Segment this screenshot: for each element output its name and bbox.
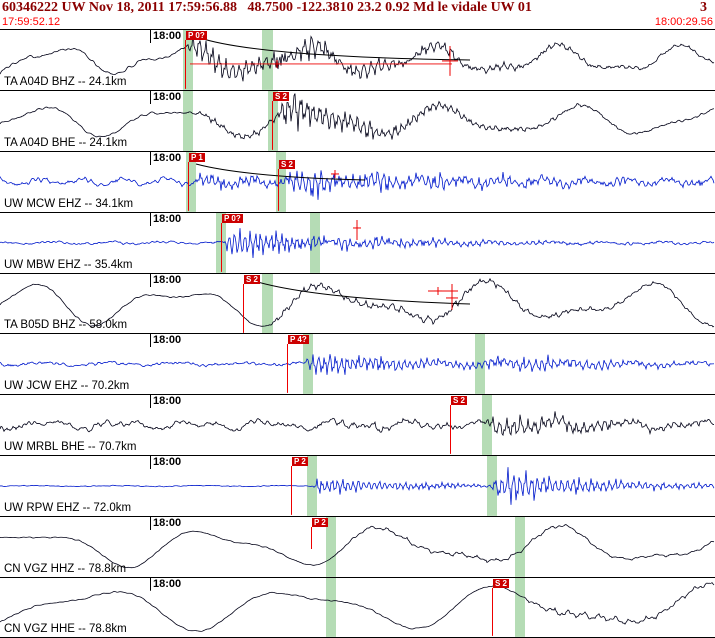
trace-panel[interactable]: 18:00 S 2 UW MRBL BHE -- 70.7km (0, 394, 715, 456)
trace-label: UW MRBL BHE -- 70.7km (4, 441, 137, 454)
trace-label: TA B05D BHZ -- 58.0km (4, 319, 128, 332)
trace-panel[interactable]: 18:00 P 2 UW RPW EHZ -- 72.0km (0, 455, 715, 517)
minute-tick-label: 18:00 (153, 90, 182, 103)
trace-label: UW RPW EHZ -- 72.0km (4, 502, 132, 515)
phase-pick-flag[interactable]: S 2 (451, 396, 468, 406)
seismogram-trace (0, 277, 715, 327)
phase-pick-flag[interactable]: S 2 (273, 91, 290, 101)
seismogram-trace (0, 170, 715, 200)
arrival-window-band (183, 90, 193, 151)
minute-tick-label: 18:00 (153, 517, 182, 530)
seismogram-trace (0, 411, 714, 437)
trace-label: CN VGZ HHE -- 78.8km (4, 622, 127, 635)
phase-pick-flag[interactable]: P 4? (288, 335, 309, 345)
trace-panel[interactable]: 18:00 P 0? TA A04D BHZ -- 24.1km (0, 29, 715, 90)
window-start-time: 17:59:52.12 (2, 16, 61, 28)
title-row: 60346222 UW Nov 18, 2011 17:59:56.88 48.… (0, 0, 715, 15)
minute-tick-label: 18:00 (153, 456, 182, 469)
arrival-window-band (515, 517, 525, 578)
waveform-canvas[interactable] (0, 273, 715, 334)
arrival-window-band (186, 151, 196, 212)
trace-panel[interactable]: 18:00 S 2 TA A04D BHE -- 24.1km (0, 89, 715, 151)
waveform-canvas[interactable] (0, 517, 715, 578)
coda-decay-curve (195, 163, 366, 181)
trace-label: UW JCW EHZ -- 70.2km (4, 380, 130, 393)
minute-tick-label: 18:00 (153, 212, 182, 225)
phase-pick-flag[interactable]: S 2 (244, 274, 261, 284)
phase-pick-flag[interactable]: P 0? (222, 213, 243, 223)
event-flag-number: 3 (700, 0, 707, 15)
seismogram-trace (0, 524, 715, 569)
minute-tick-label: 18:00 (153, 30, 182, 42)
seismogram-trace (0, 582, 715, 632)
waveform-canvas[interactable] (0, 90, 715, 151)
minute-tick-label: 18:00 (153, 578, 182, 591)
phase-pick-flag[interactable]: P 2 (312, 518, 328, 528)
time-window-row: 17:59:52.12 18:00:29.56 (0, 15, 715, 29)
arrival-window-band (487, 456, 497, 517)
trace-panel[interactable]: 18:00 P 0? UW MBW EHZ -- 35.4km (0, 211, 715, 273)
phase-pick-flag[interactable]: P 2 (292, 457, 308, 467)
arrival-window-band (303, 334, 313, 395)
phase-pick-flag[interactable]: P 0? (186, 31, 207, 40)
minute-tick-label: 18:00 (153, 151, 182, 164)
seismogram-trace (0, 227, 715, 258)
coda-decay-curve (253, 280, 471, 305)
waveform-canvas[interactable] (0, 30, 715, 90)
arrival-window-band (326, 517, 336, 578)
seismogram-trace (0, 467, 715, 506)
header: 60346222 UW Nov 18, 2011 17:59:56.88 48.… (0, 0, 715, 29)
trace-label: UW MCW EHZ -- 34.1km (4, 197, 134, 210)
minute-tick-label: 18:00 (153, 395, 182, 408)
waveform-canvas[interactable] (0, 151, 715, 212)
arrival-window-band (515, 578, 525, 637)
coda-decay-curve (196, 36, 471, 61)
arrival-window-band (482, 395, 492, 456)
event-summary-title: 60346222 UW Nov 18, 2011 17:59:56.88 48.… (2, 0, 532, 15)
trace-panel[interactable]: 18:00 S 2 CN VGZ HHE -- 78.8km (0, 577, 715, 638)
waveform-canvas[interactable] (0, 334, 715, 395)
waveform-canvas[interactable] (0, 395, 715, 456)
seismogram-trace (0, 31, 715, 82)
trace-panel[interactable]: 18:00 P 1 S 2 UW MCW EHZ -- 34.1km (0, 150, 715, 212)
window-end-time: 18:00:29.56 (654, 16, 713, 28)
phase-pick-flag[interactable]: S 2 (493, 579, 510, 589)
trace-panel[interactable]: 18:00 P 2 CN VGZ HHZ -- 78.8km (0, 516, 715, 578)
waveform-canvas[interactable] (0, 578, 715, 637)
arrival-window-band (276, 151, 286, 212)
seismogram-trace (0, 354, 715, 376)
trace-label: TA A04D BHE -- 24.1km (4, 136, 128, 149)
trace-label: CN VGZ HHZ -- 78.8km (4, 563, 127, 576)
trace-panels: 18:00 P 0? TA A04D BHZ -- 24.1km 18:00 S 2 TA… (0, 29, 715, 638)
waveform-canvas[interactable] (0, 212, 715, 273)
trace-label: UW MBW EHZ -- 35.4km (4, 258, 133, 271)
minute-tick-label: 18:00 (153, 273, 182, 286)
minute-tick-label: 18:00 (153, 334, 182, 347)
arrival-window-band (326, 578, 336, 637)
waveform-canvas[interactable] (0, 456, 715, 517)
trace-panel[interactable]: 18:00 P 4? UW JCW EHZ -- 70.2km (0, 333, 715, 395)
arrival-window-band (262, 273, 273, 334)
seismogram-trace (0, 93, 715, 140)
trace-panel[interactable]: 18:00 S 2 TA B05D BHZ -- 58.0km (0, 272, 715, 334)
trace-label: TA A04D BHZ -- 24.1km (4, 75, 127, 88)
arrival-window-band (183, 30, 193, 90)
phase-pick-flag[interactable]: S 2 (279, 159, 296, 169)
phase-pick-flag[interactable]: P 1 (189, 152, 205, 162)
